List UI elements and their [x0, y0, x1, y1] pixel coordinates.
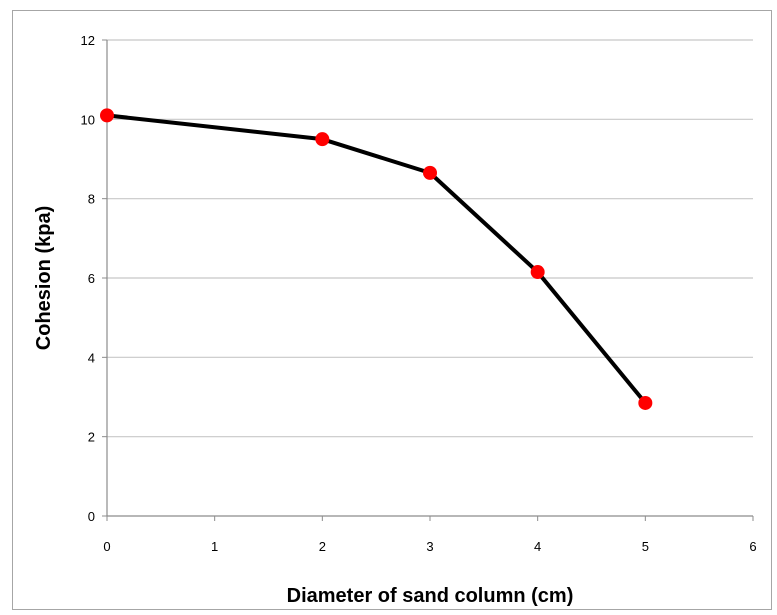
y-tick-label: 4 — [88, 350, 95, 365]
data-point — [638, 395, 653, 410]
series-line — [106, 113, 647, 405]
x-tick-labels: 0 1 2 3 4 5 6 — [103, 539, 756, 554]
y-tick-label: 8 — [88, 192, 95, 207]
x-tick-label: 0 — [103, 539, 110, 554]
data-point — [530, 265, 545, 280]
series — [100, 108, 653, 410]
x-tick-label: 6 — [749, 539, 756, 554]
y-tick-label: 2 — [88, 430, 95, 445]
x-tick-label: 4 — [534, 539, 541, 554]
y-tick-label: 10 — [81, 112, 95, 127]
x-axis-title: Diameter of sand column (cm) — [287, 585, 574, 607]
data-point — [423, 165, 437, 180]
y-axis-title: Cohesion (kpa) — [33, 206, 55, 350]
chart-frame — [12, 10, 772, 610]
gridlines — [107, 39, 753, 438]
x-tick-label: 3 — [426, 539, 433, 554]
y-tick-label: 6 — [88, 271, 95, 286]
x-tick-label: 5 — [642, 539, 649, 554]
y-tick-label: 0 — [88, 509, 95, 524]
x-tick-label: 2 — [319, 539, 326, 554]
axes — [102, 39, 754, 521]
data-point — [315, 132, 330, 147]
y-tick-labels: 0 2 4 6 8 10 12 — [81, 33, 95, 524]
data-point — [100, 108, 114, 123]
y-tick-label: 12 — [81, 33, 95, 48]
x-tick-label: 1 — [211, 539, 218, 554]
